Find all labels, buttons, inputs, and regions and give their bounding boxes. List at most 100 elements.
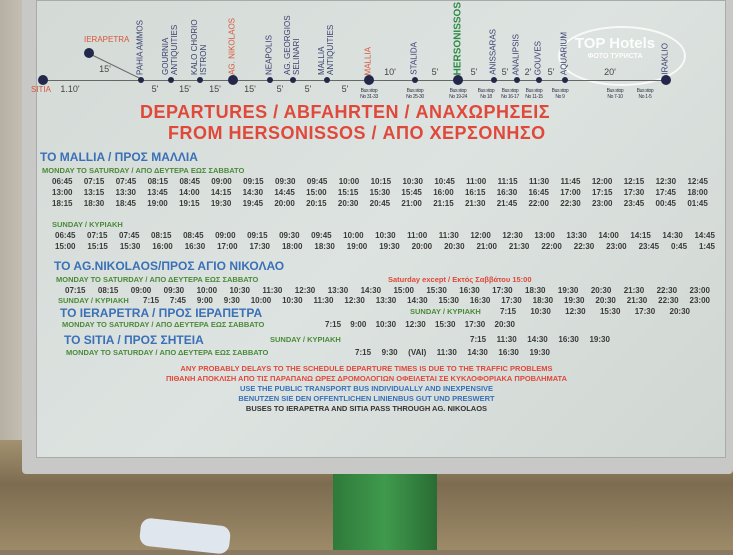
- bus-stop-label: Bus stop No 1-5: [636, 88, 654, 100]
- departure-time: 09:45: [306, 177, 328, 186]
- stop-dot: [138, 77, 144, 83]
- stop-name: MALLIA: [363, 46, 373, 75]
- departure-time: 10:00: [343, 231, 364, 240]
- departure-time: 11:30: [436, 348, 457, 357]
- departure-time: 09:30: [279, 231, 300, 240]
- departure-time: 14:30: [360, 286, 382, 295]
- departure-time: 12:30: [655, 177, 677, 186]
- departure-time: 13:30: [327, 286, 349, 295]
- segment-duration: 15': [209, 84, 221, 94]
- segment-duration: 5': [151, 84, 159, 94]
- stop-name: IRAKLIO: [660, 43, 670, 75]
- stop-dot: [38, 75, 48, 85]
- departure-time: 10:30: [402, 177, 423, 186]
- departure-time: 17:00: [560, 188, 581, 197]
- departure-time: 15:00: [55, 242, 76, 251]
- departure-time: 7:15: [143, 296, 160, 305]
- departure-time: 13:30: [375, 296, 397, 305]
- departure-time: 15:15: [337, 188, 359, 197]
- departure-time: 23:45: [623, 199, 645, 208]
- stop-name: KALO CHORIO ISTRON: [190, 19, 208, 75]
- weekday-label: MONDAY TO SATURDAY / ΑΠΟ ΔΕΥΤΕΡΑ ΕΩΣ ΣΑΒ…: [62, 320, 265, 329]
- departure-time: 16:30: [469, 296, 491, 305]
- departure-time: 17:00: [217, 242, 238, 251]
- note-line: BENUTZEN SIE DEN OFFENTLICHEN LINIENBUS …: [238, 394, 495, 403]
- departure-time: 14:30: [467, 348, 488, 357]
- departure-time: 09:00: [211, 177, 232, 186]
- departure-time: 09:15: [243, 177, 264, 186]
- departure-time: 12:15: [623, 177, 645, 186]
- stop-dot: [168, 77, 174, 83]
- segment-duration: 20': [604, 67, 616, 77]
- weekday-label: MONDAY TO SATURDAY / ΑΠΟ ΔΕΥΤΕΡΑ ΕΩΣ ΣΑΒ…: [56, 275, 259, 284]
- departure-time: 11:30: [313, 296, 334, 305]
- departure-time: 17:30: [492, 286, 513, 295]
- departure-time: 21:00: [401, 199, 422, 208]
- departure-time: 10:45: [434, 177, 455, 186]
- section-title: TO SITIA / ΠΡΟΣ ΣΗΤΕΙΑ: [64, 333, 204, 347]
- departure-time: (VAI): [408, 348, 427, 357]
- departure-time: 10:00: [196, 286, 218, 295]
- departure-time: 20:30: [444, 242, 465, 251]
- departure-time: 11:45: [560, 177, 581, 186]
- stop-dot: [290, 77, 296, 83]
- departure-time: 10:30: [229, 286, 250, 295]
- departure-time: 7:15: [325, 320, 342, 329]
- departure-time: 19:30: [379, 242, 400, 251]
- stop-dot: [661, 75, 671, 85]
- departure-time: 23:00: [592, 199, 613, 208]
- heading-departures: DEPARTURES / ABFAHRTEN / ΑΝΑΧΩΡΗΣΕΙΣ: [140, 102, 551, 122]
- sunday-times-row: 15:00 15:15 15:30 16:00 16:30 17:00 17:30 18:00…: [55, 242, 715, 251]
- watermark-logo: [558, 26, 686, 86]
- section-title: TO AG.NIKOLAOS/ΠΡΟΣ ΑΓΙΟ ΝΙΚΟΛΑΟ: [54, 259, 285, 273]
- departure-time: 10:00: [338, 177, 360, 186]
- stop-name: NEAPOLIS: [264, 34, 274, 75]
- bus-stop-label: Bus stop No 18: [477, 88, 495, 100]
- departure-time: 08:15: [97, 286, 119, 295]
- departure-time: 10:30: [530, 307, 551, 316]
- departure-time: 18:30: [83, 199, 105, 208]
- departure-time: 14:30: [527, 335, 548, 344]
- departure-time: 13:30: [566, 231, 587, 240]
- departure-time: 08:45: [179, 177, 200, 186]
- departure-time: 15:30: [438, 296, 459, 305]
- departure-time: 08:45: [183, 231, 204, 240]
- segment-duration: 15': [99, 64, 111, 74]
- departure-time: 20:30: [337, 199, 359, 208]
- departure-time: 17:30: [634, 307, 656, 316]
- departure-time: 14:30: [407, 296, 428, 305]
- departure-time: 16:00: [152, 242, 173, 251]
- sunday-label: SUNDAY / ΚΥΡΙΑΚΗ: [52, 220, 123, 229]
- departure-time: 14:00: [598, 231, 619, 240]
- segment-duration: 10': [384, 67, 396, 77]
- stop-name: SITIA: [31, 85, 52, 94]
- departure-time: 12:30: [344, 296, 365, 305]
- departure-time: 16:30: [459, 286, 480, 295]
- sign-post: [333, 470, 437, 550]
- departure-time: 19:30: [529, 348, 550, 357]
- departure-time: 22:30: [560, 199, 581, 208]
- departure-time: 10:15: [370, 177, 392, 186]
- departure-time: 01:45: [687, 199, 708, 208]
- departure-time: 19:30: [564, 296, 585, 305]
- departure-time: 19:15: [179, 199, 200, 208]
- departure-time: 14:45: [274, 188, 295, 197]
- departure-time: 20:30: [669, 307, 690, 316]
- departure-time: 20:45: [369, 199, 391, 208]
- weekday-times-row: 7:15 9:30 (VAI) 11:30 14:30 16:30 19:30: [355, 348, 550, 357]
- departure-time: 21:00: [476, 242, 497, 251]
- segment-duration: 1.10': [60, 84, 80, 94]
- departure-time: 07:45: [115, 177, 137, 186]
- departure-time: 12:00: [470, 231, 491, 240]
- segment-duration: 5': [304, 84, 312, 94]
- bus-stop-label: Bus stop No 31-33: [360, 88, 378, 100]
- departure-time: 20:00: [411, 242, 433, 251]
- departure-time: 21:30: [626, 296, 648, 305]
- note-line: BUSES TO IERAPETRA AND SITIA PASS THROUG…: [245, 404, 488, 413]
- departure-time: 20:30: [595, 296, 616, 305]
- departure-time: 16:30: [498, 348, 519, 357]
- segment-duration: 2': [524, 67, 532, 77]
- departure-time: 18:15: [52, 199, 73, 208]
- departure-time: 13:00: [534, 231, 555, 240]
